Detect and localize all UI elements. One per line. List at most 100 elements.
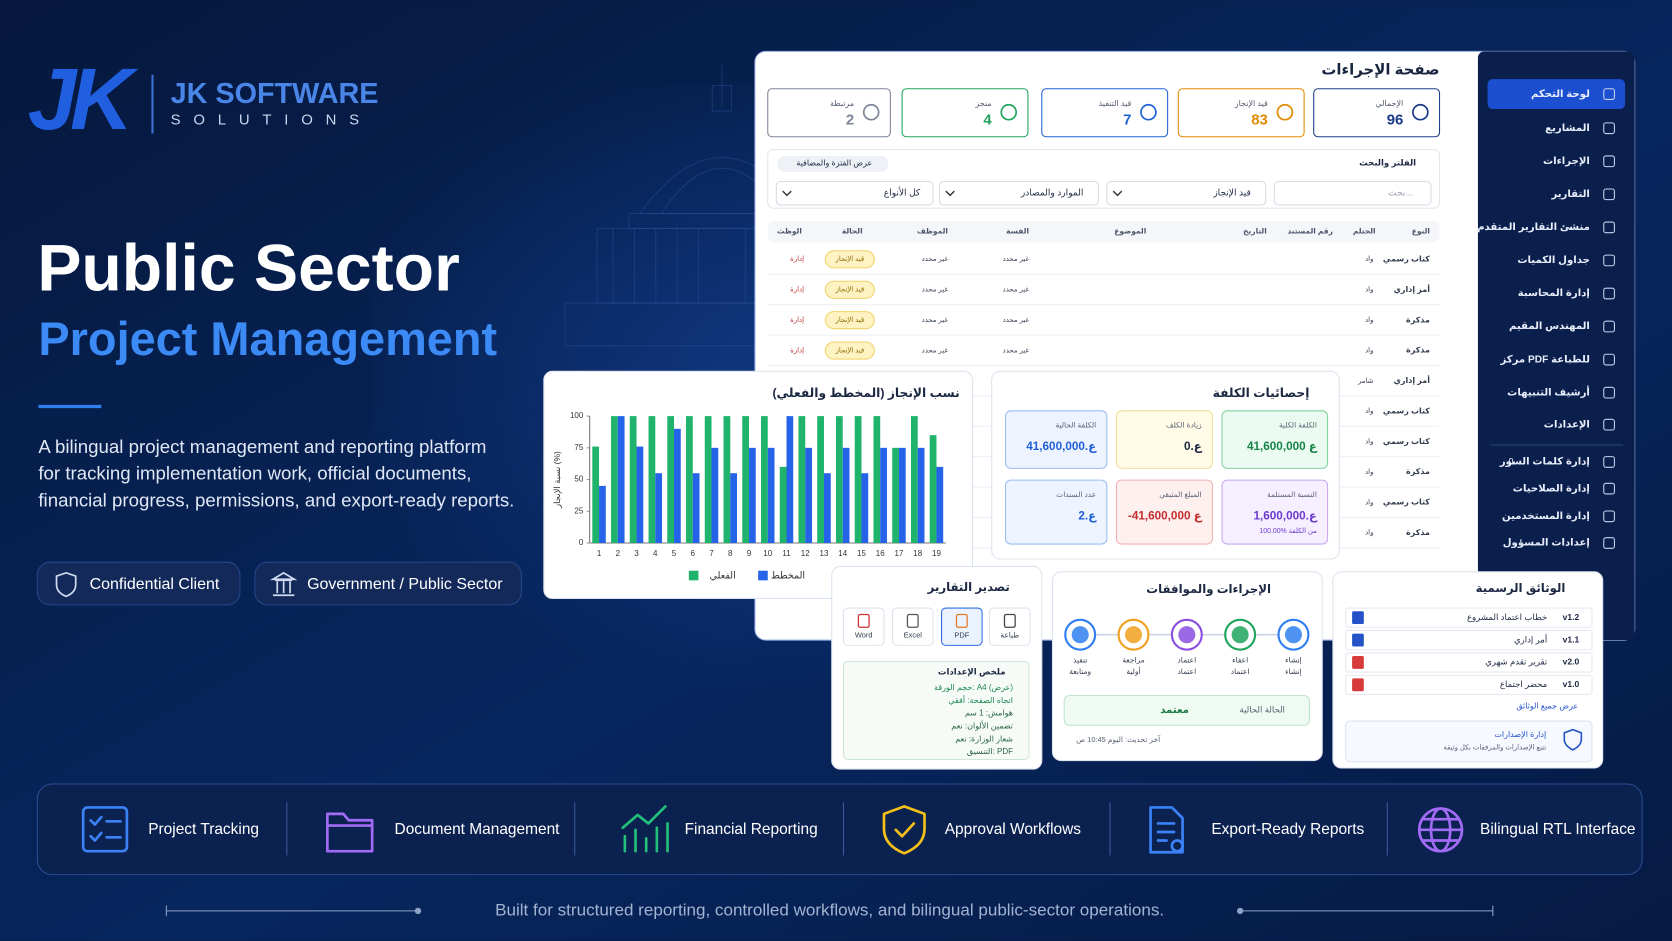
approval-step-core — [1071, 626, 1089, 644]
feature-label: Approval Workflows — [945, 821, 1082, 838]
table-cell: واد — [1365, 287, 1373, 294]
bar — [892, 447, 899, 544]
status-pill-label: قيد الإنجاز — [835, 287, 865, 294]
bar — [854, 416, 862, 544]
legend-label: المخطط — [771, 571, 805, 582]
document-name: أمر إداري — [1514, 633, 1547, 645]
cost-box — [1005, 479, 1108, 545]
y-tick-label: 0 — [579, 538, 584, 547]
table-header-cell: النوع — [1412, 227, 1430, 236]
table-header-cell: التاريخ — [1243, 227, 1267, 236]
export-summary-title: ملخص الإعدادات — [938, 666, 1006, 677]
x-tick-label: 6 — [691, 549, 696, 558]
status-pill-label: قيد الإنجاز — [835, 317, 865, 324]
cost-box — [1115, 410, 1213, 469]
sidebar-icon — [1603, 418, 1615, 431]
document-icon — [1352, 656, 1364, 669]
brand-tagline: SOLUTIONS — [171, 112, 372, 129]
stat-icon — [862, 103, 880, 121]
status-pill-label: قيد الإنجاز — [835, 347, 865, 354]
badge-icon — [55, 571, 77, 598]
bar — [704, 416, 712, 544]
export-summary-line: التنسيق: PDF — [967, 747, 1013, 756]
badge-label: Government / Public Sector — [307, 576, 503, 593]
document-row — [1345, 652, 1593, 673]
stat-card — [767, 88, 891, 138]
y-tick-label: 75 — [574, 443, 583, 452]
approval-step-core — [1284, 626, 1302, 644]
versions-box — [1345, 720, 1593, 763]
bar — [742, 416, 750, 544]
stat-label: منجز — [974, 99, 991, 108]
bar — [779, 466, 787, 544]
logo-mark: JK — [28, 50, 139, 148]
badge — [254, 561, 522, 606]
document-icon — [1352, 678, 1364, 692]
bar — [917, 447, 925, 544]
approval-step-label: اعفاء — [1232, 655, 1248, 664]
bar — [898, 447, 906, 544]
chart-card — [543, 370, 974, 599]
table-cell: إدارة — [790, 287, 804, 294]
x-tick-label: 17 — [895, 549, 904, 558]
table-cell: غير محدد — [922, 287, 949, 294]
table-cell: إدارة — [790, 317, 804, 324]
x-tick-label: 11 — [782, 549, 791, 558]
document-name: محضر اجتماع — [1500, 679, 1547, 689]
legend-swatch — [758, 570, 768, 581]
table-cell: غير محدد — [1003, 347, 1030, 354]
cost-title: إحصائيات الكلفة — [1213, 386, 1310, 400]
legend-swatch — [688, 570, 699, 581]
table-cell: كتاب رسمي — [1383, 406, 1430, 415]
stat-value: 83 — [1251, 112, 1268, 129]
cost-box-value: ع.41,600,000 — [1026, 440, 1097, 454]
sidebar-icon — [1603, 122, 1615, 135]
x-tick-label: 16 — [876, 549, 885, 558]
table-cell: مذكرة — [1406, 315, 1430, 324]
y-tick-label: 25 — [574, 506, 583, 515]
x-tick-label: 5 — [672, 549, 677, 558]
x-tick-label: 3 — [634, 549, 639, 558]
export-button-label: PDF — [954, 631, 969, 640]
x-tick-label: 15 — [857, 549, 866, 558]
bar — [723, 416, 731, 544]
bar — [929, 435, 937, 544]
export-button-icon — [857, 613, 870, 628]
x-tick-label: 8 — [728, 549, 733, 558]
bar — [880, 447, 887, 544]
sidebar-item: الإعدادات — [1544, 419, 1590, 430]
table-cell: واد — [1365, 317, 1373, 324]
approval-step-label: إنشاء — [1285, 667, 1302, 676]
bar — [761, 416, 768, 544]
period-chip-label: عرض الفترة والمضافية — [796, 159, 872, 168]
table-cell: واد — [1365, 530, 1373, 537]
stat-value: 96 — [1387, 112, 1404, 129]
table-header-cell: الفسة — [1006, 227, 1029, 236]
approval-step-core — [1178, 626, 1196, 644]
filter-select-label: قيد الإنجاز — [1212, 188, 1250, 199]
filter-select — [775, 180, 934, 206]
y-tick-label: 50 — [574, 475, 583, 484]
bar — [749, 447, 756, 544]
sidebar-item: إدارة المستخدمين — [1502, 511, 1590, 522]
filter-select-label: كل الأنواع — [884, 187, 921, 198]
sidebar-icon — [1603, 287, 1615, 300]
table-cell: إدارة — [790, 347, 804, 354]
approvals-title: الإجراءات والموافقات — [1146, 583, 1271, 597]
sidebar-icon — [1603, 155, 1615, 168]
sidebar-item: الإجراءات — [1543, 156, 1590, 167]
legend-label: الفعلي — [710, 571, 736, 582]
stat-label: قيد التنفيذ — [1099, 99, 1132, 108]
approval-status-value: معتمد — [1160, 705, 1189, 716]
stat-icon — [1412, 103, 1429, 121]
cost-box — [1115, 479, 1213, 545]
document-row — [1345, 607, 1593, 628]
table-cell: غير محدد — [922, 256, 949, 263]
document-version: v2.0 — [1563, 657, 1580, 667]
cost-box-value: ع.2 — [1078, 509, 1097, 523]
hero-description: for tracking implementation work, offici… — [38, 463, 471, 484]
cost-box — [1221, 479, 1329, 545]
export-summary-line: اتجاه الصفحة: أفقي — [948, 695, 1013, 705]
bar — [786, 416, 794, 544]
approval-step-label: أولية — [1126, 666, 1140, 676]
